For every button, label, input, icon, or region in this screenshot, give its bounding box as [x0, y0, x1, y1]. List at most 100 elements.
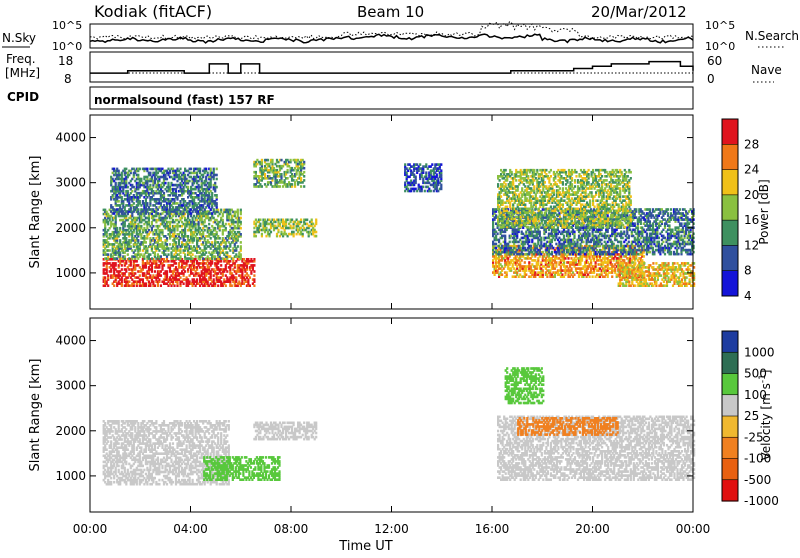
range-gate-cell — [192, 257, 194, 260]
range-gate-cell — [497, 233, 499, 236]
range-gate-cell — [290, 159, 292, 162]
range-gate-cell — [113, 284, 115, 287]
range-gate-cell — [125, 168, 127, 171]
range-gate-cell — [280, 159, 282, 162]
range-gate-cell — [424, 190, 426, 193]
range-gate-cell — [300, 219, 302, 222]
range-gate-cell — [253, 284, 255, 287]
range-gate-cell — [436, 173, 438, 176]
range-gate-cell — [506, 271, 508, 274]
range-gate-cell — [183, 212, 185, 215]
range-gate-cell — [280, 173, 282, 176]
range-gate-cell — [265, 227, 267, 230]
range-gate-cell — [277, 229, 279, 232]
station-title: Kodiak (fitACF) — [94, 2, 212, 21]
range-gate-cell — [214, 227, 216, 230]
range-gate-cell — [145, 241, 147, 244]
range-gate-cell — [187, 235, 189, 238]
range-gate-cell — [542, 251, 544, 254]
range-gate-cell — [149, 172, 151, 175]
range-gate-cell — [225, 223, 227, 226]
range-gate-cell — [139, 168, 141, 171]
range-gate-cell — [149, 184, 151, 187]
range-gate-cell — [220, 209, 222, 212]
range-gate-cell — [237, 209, 239, 212]
range-gate-cell — [154, 270, 156, 273]
range-gate-cell — [555, 261, 557, 264]
beam-title: Beam 10 — [357, 3, 424, 21]
range-gate-cell — [253, 258, 255, 261]
range-gate-cell — [199, 168, 201, 171]
range-gate-cell — [528, 239, 530, 242]
range-gate-cell — [121, 264, 123, 267]
range-gate-cell — [240, 221, 242, 224]
range-gate-cell — [430, 190, 432, 193]
range-gate-cell — [229, 260, 231, 263]
range-gate-cell — [259, 219, 261, 222]
range-gate-cell — [119, 227, 121, 230]
range-gate-cell — [146, 168, 148, 171]
range-gate-cell — [504, 235, 506, 238]
range-gate-cell — [279, 185, 281, 188]
range-gate-cell — [205, 168, 207, 171]
range-gate-cell — [216, 186, 218, 189]
range-gate-cell — [261, 159, 263, 162]
range-gate-cell — [157, 212, 159, 215]
range-gate-cell — [267, 159, 269, 162]
range-gate-cell — [210, 237, 212, 240]
freq-label: Freq. — [6, 52, 36, 66]
range-gate-cell — [146, 202, 148, 205]
range-gate-cell — [540, 237, 542, 240]
range-gate-cell — [189, 180, 191, 183]
range-gate-cell — [539, 231, 541, 234]
range-gate-cell — [127, 190, 129, 193]
range-gate-cell — [567, 257, 569, 260]
range-gate-cell — [152, 225, 154, 228]
noise-right-tick-top: 10^5 — [705, 19, 735, 32]
range-gate-cell — [240, 209, 242, 212]
noise-left-label: N.Sky — [2, 31, 36, 45]
range-gate-cell — [175, 262, 177, 265]
range-gate-cell — [139, 274, 141, 277]
range-gate-cell — [192, 253, 194, 256]
range-gate-cell — [127, 186, 129, 189]
noise-right-tick-bottom: 10^0 — [705, 40, 735, 53]
noise-panel: N.Sky 10^5 10^0 10^5 10^0 N.Search — [2, 19, 799, 53]
range-gate-cell — [573, 273, 575, 276]
range-gate-cell — [121, 196, 123, 199]
nave-label: Nave — [751, 63, 782, 77]
nave-tick-top: 60 — [707, 54, 722, 68]
range-gate-cell — [205, 251, 207, 254]
range-gate-cell — [151, 257, 153, 260]
range-gate-cell — [211, 241, 213, 244]
cpid-label: CPID — [7, 90, 39, 104]
range-gate-cell — [306, 219, 308, 222]
range-gate-cell — [495, 243, 497, 246]
range-gate-cell — [142, 278, 144, 281]
range-gate-cell — [166, 243, 168, 246]
range-gate-cell — [131, 190, 133, 193]
range-gate-cell — [253, 278, 255, 281]
range-gate-cell — [139, 200, 141, 203]
range-gate-cell — [145, 282, 147, 285]
range-gate-cell — [166, 178, 168, 181]
range-gate-cell — [128, 257, 130, 260]
range-gate-cell — [501, 273, 503, 276]
range-gate-cell — [196, 278, 198, 281]
range-gate-cell — [187, 260, 189, 263]
freq-unit: [MHz] — [5, 66, 40, 80]
range-gate-cell — [190, 168, 192, 171]
range-gate-cell — [611, 275, 613, 278]
range-gate-cell — [179, 255, 181, 258]
range-gate-cell — [133, 202, 135, 205]
range-gate-cell — [495, 247, 497, 250]
cpid-value: normalsound (fast) 157 RF — [94, 93, 275, 107]
range-gate-cell — [311, 219, 313, 222]
range-gate-cell — [259, 223, 261, 226]
range-gate-cell — [184, 174, 186, 177]
range-gate-cell — [440, 169, 442, 172]
range-gate-cell — [210, 168, 212, 171]
range-gate-cell — [175, 241, 177, 244]
range-gate-cell — [570, 267, 572, 270]
